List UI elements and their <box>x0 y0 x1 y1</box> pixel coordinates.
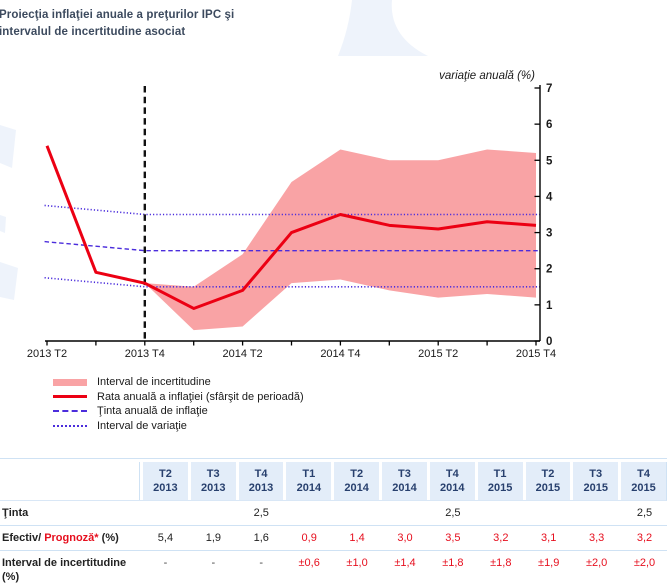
chart-legend: Interval de incertitudine Rata anuală a … <box>53 375 304 433</box>
uncertainty-band <box>144 149 537 331</box>
table-cell: - <box>163 557 168 569</box>
table-row-label: Interval de incertitudine (%) <box>2 557 127 583</box>
variation-interval-line <box>44 276 540 288</box>
table-cell: 0,9 <box>301 532 317 544</box>
y-tick-label: 1 <box>546 300 553 312</box>
table-cell <box>383 501 428 511</box>
forecast-table: T2 2013 T3 2013 T4 2013 T1 2014 T2 2014 T3 2014 T4 20… <box>0 458 667 587</box>
table-col-header: T2 2013 <box>143 462 188 500</box>
table-cell <box>574 501 619 511</box>
table-cell: - <box>259 557 264 569</box>
table-row: Interval de incertitudine (%) - - - ±0,6 ±1,0 ±… <box>0 551 667 587</box>
legend-item-target: Ţinta anuală de inflaţie <box>53 404 304 419</box>
y-tick-label: 4 <box>546 191 553 203</box>
table-cell: 1,6 <box>253 532 269 544</box>
table-cell <box>335 501 380 511</box>
table-cell: ±2,0 <box>585 557 608 569</box>
y-tick-label: 0 <box>546 336 552 348</box>
figure-title: Proiecţia inflaţiei anuale a preţurilor … <box>0 7 234 40</box>
uncertainty-band-swatch-icon <box>53 378 87 386</box>
red-line-swatch-icon <box>53 395 87 399</box>
table-cell: 3,2 <box>493 532 509 544</box>
table-cell: ±2,0 <box>633 557 656 569</box>
table-cell: ±1,8 <box>442 557 464 569</box>
table-cell: 3,3 <box>588 532 605 544</box>
table-corner-cell <box>0 462 140 500</box>
table-col-header: T4 2014 <box>429 462 475 500</box>
legend-item-uncertainty: Interval de incertitudine <box>53 375 304 390</box>
x-tick-label: 2014 T4 <box>320 348 360 360</box>
table-cell: 3,2 <box>636 532 653 544</box>
table-cell <box>143 501 188 511</box>
table-cell <box>478 501 523 511</box>
figure-title-line1: Proiecţia inflaţiei anuale a preţurilor … <box>0 9 235 21</box>
table-col-header: T4 2015 <box>621 462 666 500</box>
watermark-graphic <box>0 0 428 300</box>
y-tick-label: 2 <box>546 264 552 276</box>
inflation-rate-line <box>45 145 537 310</box>
table-col-header: T1 2015 <box>477 462 523 500</box>
legend-label: Interval de incertitudine <box>97 376 211 389</box>
table-col-header: T3 2014 <box>382 462 427 500</box>
inflation-forecast-chart: variaţie anuală (%) 2013 T2 2013 T4 2014 T… <box>0 0 556 360</box>
table-row-label: Efectiv/ Prognoză* (%) <box>2 532 119 544</box>
table-cell: 5,4 <box>157 532 174 544</box>
plot-area: 2013 T2 2013 T4 2014 T2 2014 T4 2015 T2 2015 … <box>27 83 556 360</box>
y-tick-label: 3 <box>546 228 552 240</box>
x-tick-label: 2014 T2 <box>223 348 263 360</box>
table-cell: 1,9 <box>205 532 221 544</box>
table-cell <box>287 501 332 511</box>
dashed-line-swatch-icon <box>53 410 87 413</box>
table-row: Ţinta 2,5 2,5 2,5 <box>0 501 667 526</box>
table-cell: 3,0 <box>397 532 413 544</box>
table-cell: 2,5 <box>636 507 653 519</box>
legend-item-variation-interval: Interval de variaţie <box>53 419 304 434</box>
table-cell: 2,5 <box>253 507 269 519</box>
dotted-line-swatch-icon <box>53 424 87 427</box>
y-tick-label: 7 <box>546 83 552 95</box>
table-col-header: T4 2013 <box>238 462 284 500</box>
table-cell: ±1,9 <box>538 557 560 569</box>
table-cell: ±0,6 <box>298 557 320 569</box>
table-cell: ±1,8 <box>490 557 512 569</box>
y-tick-label: 6 <box>546 119 552 131</box>
table-cell <box>191 501 236 511</box>
legend-label: Interval de variaţie <box>97 419 187 432</box>
x-tick-label: 2013 T4 <box>125 348 165 360</box>
table-col-header: T1 2014 <box>286 462 332 500</box>
x-tick-label: 2013 T2 <box>27 348 67 360</box>
table-cell: - <box>211 557 216 569</box>
figure-title-line2: intervalul de incertitudine asociat <box>0 25 186 38</box>
table-col-header: T2 2014 <box>334 462 380 500</box>
table-header-row: T2 2013 T3 2013 T4 2013 T1 2014 T2 2014 T3 2014 T4 20… <box>0 462 667 501</box>
legend-label: Ţinta anuală de inflaţie <box>97 405 208 418</box>
table-row-label: Ţinta <box>2 507 29 519</box>
table-col-header: T3 2015 <box>573 462 619 500</box>
table-cell: ±1,0 <box>346 557 368 569</box>
table-cell: ±1,4 <box>394 557 416 569</box>
variation-interval-line <box>44 204 540 216</box>
table-col-header: T3 2013 <box>190 462 236 500</box>
table-cell: 2,5 <box>445 507 461 519</box>
x-tick-label: 2015 T4 <box>516 348 556 360</box>
table-col-header: T2 2015 <box>525 462 571 500</box>
target-line <box>44 240 540 252</box>
legend-label: Rata anuală a inflaţiei (sfârşit de peri… <box>97 390 304 403</box>
y-axis-title: variaţie anuală (%) <box>439 70 535 82</box>
table-cell <box>526 501 571 511</box>
y-tick-label: 5 <box>546 155 553 167</box>
table-cell: 3,1 <box>541 532 557 544</box>
table-cell: 1,4 <box>349 532 365 544</box>
table-cell: 3,5 <box>445 532 461 544</box>
x-tick-label: 2015 T2 <box>418 348 458 360</box>
legend-item-inflation-rate: Rata anuală a inflaţiei (sfârşit de peri… <box>53 390 304 405</box>
table-body: Ţinta 2,5 2,5 2,5 Efectiv/ Prognoză* (%) 5,4 1… <box>0 501 667 587</box>
table-row: Efectiv/ Prognoză* (%) 5,4 1,9 1,6 0,9 1,4 3,0… <box>0 526 667 551</box>
